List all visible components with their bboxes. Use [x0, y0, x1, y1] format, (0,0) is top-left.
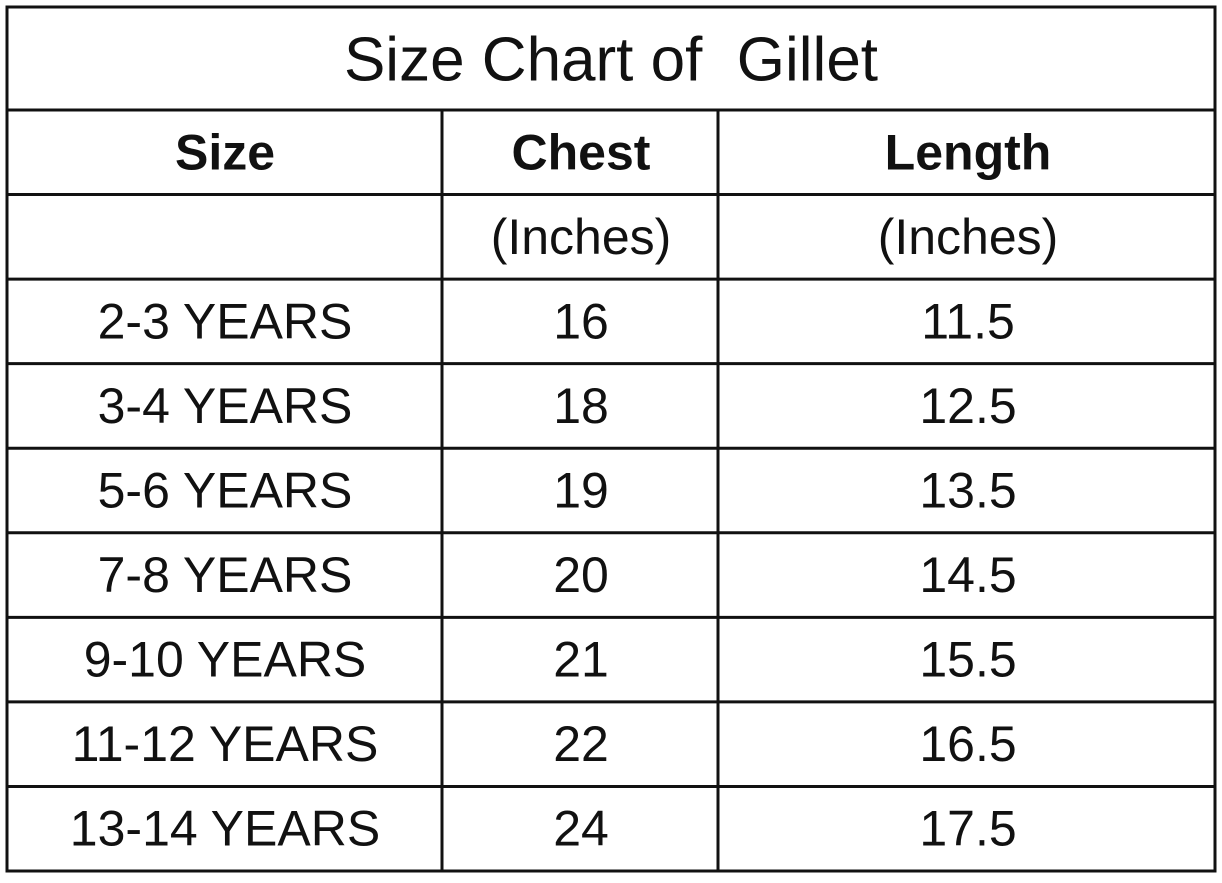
- table-cell: 13.5: [919, 463, 1016, 519]
- unit-cell: (Inches): [491, 209, 672, 265]
- header-cell: Chest: [512, 124, 651, 180]
- table-cell: 7-8 YEARS: [98, 547, 353, 603]
- table-cell: 22: [553, 716, 609, 772]
- table-cell: 19: [553, 463, 609, 519]
- unit-cell: (Inches): [878, 209, 1059, 265]
- header-cell: Size: [175, 124, 275, 180]
- table-cell: 17.5: [919, 801, 1016, 857]
- table-cell: 24: [553, 801, 609, 857]
- table-cell: 16.5: [919, 716, 1016, 772]
- table-title: Size Chart of Gillet: [344, 26, 878, 95]
- header-cell: Length: [885, 124, 1052, 180]
- grid-lines: [7, 108, 1215, 871]
- table-cell: 3-4 YEARS: [98, 378, 353, 434]
- table-cell: 2-3 YEARS: [98, 293, 353, 349]
- table-cell: 20: [553, 547, 609, 603]
- table-cell: 5-6 YEARS: [98, 463, 353, 519]
- table-cell: 9-10 YEARS: [84, 632, 367, 688]
- table-cell: 15.5: [919, 632, 1016, 688]
- table-cell: 18: [553, 378, 609, 434]
- table-cell: 16: [553, 293, 609, 349]
- table-cell: 13-14 YEARS: [70, 801, 380, 857]
- table-cell: 12.5: [919, 378, 1016, 434]
- table-cell: 21: [553, 632, 609, 688]
- table-cell: 11.5: [921, 293, 1015, 349]
- table-cell: 14.5: [919, 547, 1016, 603]
- cells: Size Chest Length (Inches) (Inches) 2-3 YEARS…: [70, 124, 1059, 856]
- table-border: [5, 5, 1217, 873]
- table-cell: 11-12 YEARS: [72, 716, 379, 772]
